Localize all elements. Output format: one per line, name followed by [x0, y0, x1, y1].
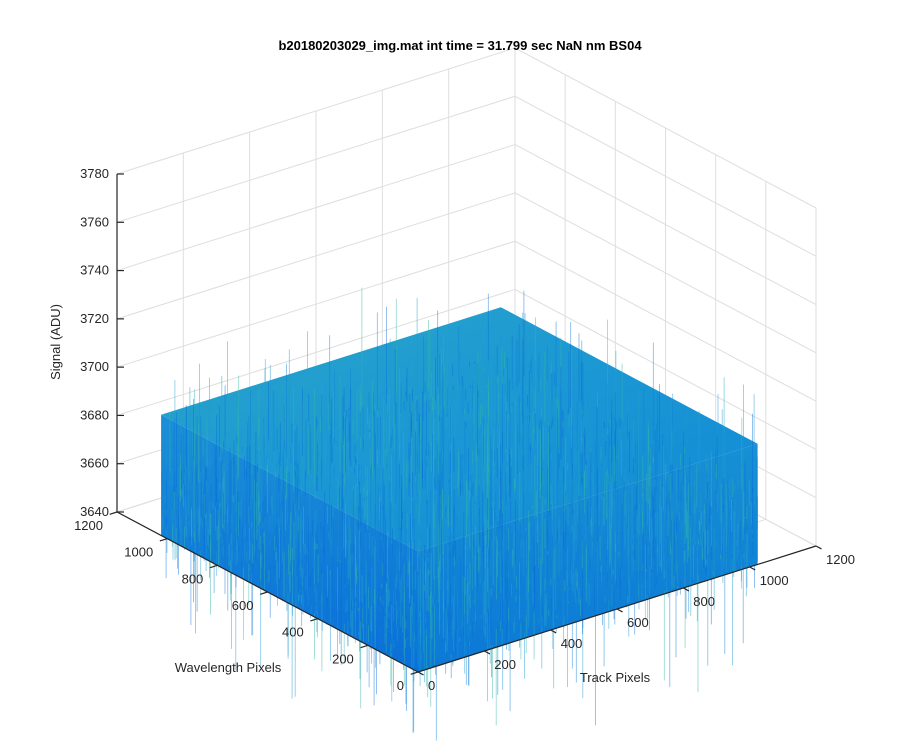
signal-surface: [161, 287, 758, 741]
side-wall-grid-z-3740: [514, 144, 817, 306]
x-axis-label: Track Pixels: [580, 670, 651, 685]
z-tick-label-3740: 3740: [80, 263, 109, 278]
x-tick-mark-600: [616, 608, 623, 613]
y-axis-label: Wavelength Pixels: [175, 660, 282, 675]
z-tick-label-3640: 3640: [80, 504, 109, 519]
y-tick-mark-200: [360, 644, 369, 649]
axes-lines: [109, 173, 822, 676]
y-tick-mark-1000: [159, 538, 168, 542]
y-tick-mark-0: [410, 671, 419, 675]
y-tick-label-1000: 1000: [124, 545, 153, 560]
z-tick-label-3700: 3700: [80, 359, 109, 374]
x-tick-label-0: 0: [428, 678, 435, 693]
y-tick-mark-600: [260, 591, 268, 595]
y-tick-label-400: 400: [282, 625, 304, 640]
y-tick-mark-400: [310, 618, 318, 622]
side-wall-grid-z-3720: [514, 192, 817, 354]
back-wall-grid-z-3680: [116, 288, 516, 416]
surface-noise: [161, 287, 758, 741]
y-tick-label-1200: 1200: [74, 518, 103, 533]
y-tick-label-200: 200: [332, 651, 354, 666]
x-tick-mark-1200: [815, 545, 822, 550]
z-tick-label-3660: 3660: [80, 456, 109, 471]
side-wall-grid-z-3680: [514, 288, 817, 450]
side-wall-grid-z-3700: [514, 240, 817, 402]
z-tick-label-3720: 3720: [80, 311, 109, 326]
side-wall-grid-z-3760: [514, 95, 817, 257]
y-tick-mark-800: [209, 564, 218, 569]
z-tick-label-3760: 3760: [80, 214, 109, 229]
back-wall-grid-z-3760: [116, 95, 516, 223]
x-tick-mark-800: [683, 587, 690, 592]
tick-labels: 0 200 400 600 800 1000 1200 0 200 400 600 800 1000 12…: [74, 166, 855, 693]
x-tick-label-200: 200: [494, 657, 516, 672]
y-tick-label-800: 800: [182, 571, 204, 586]
side-wall-grid-z-3780: [514, 47, 817, 209]
chart-title: b20180203029_img.mat int time = 31.799 s…: [278, 38, 642, 53]
back-wall-grid-z-3740: [116, 144, 516, 272]
back-wall-grid-z-3720: [116, 192, 516, 320]
y-tick-mark-1200: [109, 511, 118, 515]
x-tick-mark-1000: [749, 566, 756, 571]
x-tick-label-1000: 1000: [760, 573, 789, 588]
x-tick-label-800: 800: [693, 594, 715, 609]
x-tick-mark-400: [550, 629, 557, 634]
y-tick-label-600: 600: [232, 598, 254, 613]
z-tick-label-3780: 3780: [80, 166, 109, 181]
x-tick-mark-0: [417, 671, 424, 676]
z-axis-label: Signal (ADU): [48, 304, 63, 380]
x-tick-label-1200: 1200: [826, 552, 855, 567]
x-tick-label-600: 600: [627, 615, 649, 630]
x-tick-mark-200: [484, 650, 491, 655]
z-tick-label-3680: 3680: [80, 407, 109, 422]
x-tick-label-400: 400: [561, 636, 583, 651]
back-wall-grid-z-3780: [116, 47, 516, 175]
back-wall-grid-z-3700: [116, 240, 516, 368]
y-tick-label-0: 0: [397, 678, 404, 693]
